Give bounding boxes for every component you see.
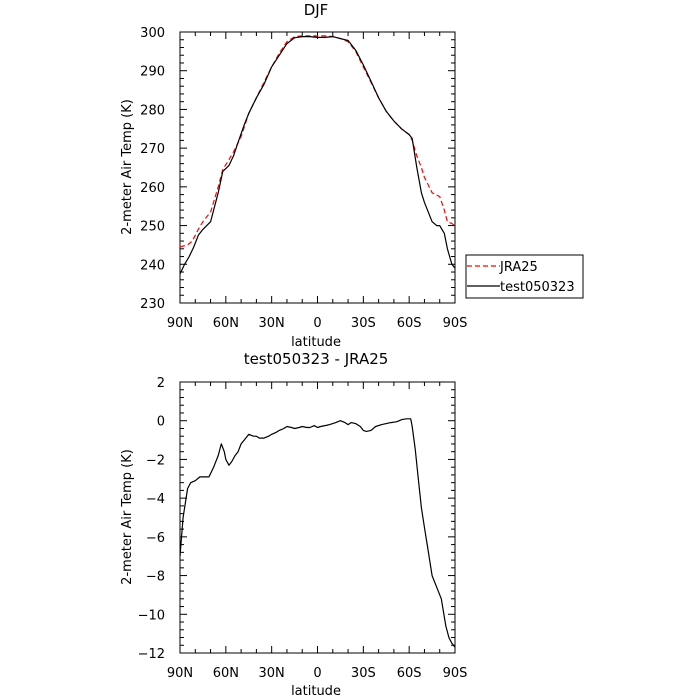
x-tick-label: 90N [167,316,193,331]
x-tick-label: 0 [313,666,321,681]
x-tick-label: 30N [259,316,285,331]
legend-box [465,254,584,299]
y-tick-label: 270 [140,142,165,157]
bottom-chart-ylabel: 2-meter Air Temp (K) [120,449,135,585]
x-tick-label: 0 [313,316,321,331]
y-tick-label: 300 [140,26,165,41]
x-tick-label: 90S [443,666,468,681]
y-tick-label: 250 [140,220,165,235]
legend-label-jra25: JRA25 [499,260,538,275]
legend-label-test050323: test050323 [500,280,575,295]
y-tick-label: −4 [146,492,165,507]
top-chart-title: DJF [304,1,329,19]
x-tick-label: 30N [259,666,285,681]
bottom-chart-title: test050323 - JRA25 [244,350,389,368]
y-tick-label: 290 [140,65,165,80]
series-line-jra25 [179,35,456,248]
y-tick-label: −12 [138,647,165,662]
series-line-test050323 [179,35,456,275]
y-tick-label: 230 [140,297,165,312]
bottom-chart-xlabel: latitude [291,684,341,699]
y-tick-label: 2 [157,376,165,391]
x-tick-label: 60S [397,316,422,331]
x-tick-label: 60N [213,666,239,681]
top-chart: DJF latitude 2-meter Air Temp (K) JRA25 … [120,1,584,350]
y-tick-label: 0 [157,415,165,430]
top-chart-frame [179,31,456,304]
y-tick-label: 240 [140,258,165,273]
x-tick-label: 60S [397,666,422,681]
y-tick-label: 280 [140,103,165,118]
bottom-chart: test050323 - JRA25 latitude 2-meter Air … [120,350,467,699]
top-chart-legend: JRA25 test050323 [465,254,584,299]
x-tick-label: 30S [351,316,376,331]
top-chart-ylabel: 2-meter Air Temp (K) [120,99,135,235]
y-tick-label: −6 [146,531,165,546]
x-tick-label: 90N [167,666,193,681]
series-line-difference [179,418,456,648]
bottom-chart-frame [179,381,456,654]
top-chart-xlabel: latitude [291,335,341,350]
y-tick-label: −8 [146,570,165,585]
x-tick-label: 90S [443,316,468,331]
x-tick-label: 30S [351,666,376,681]
y-tick-label: −2 [146,453,165,468]
y-tick-label: −10 [138,608,165,623]
x-tick-label: 60N [213,316,239,331]
y-tick-label: 260 [140,181,165,196]
